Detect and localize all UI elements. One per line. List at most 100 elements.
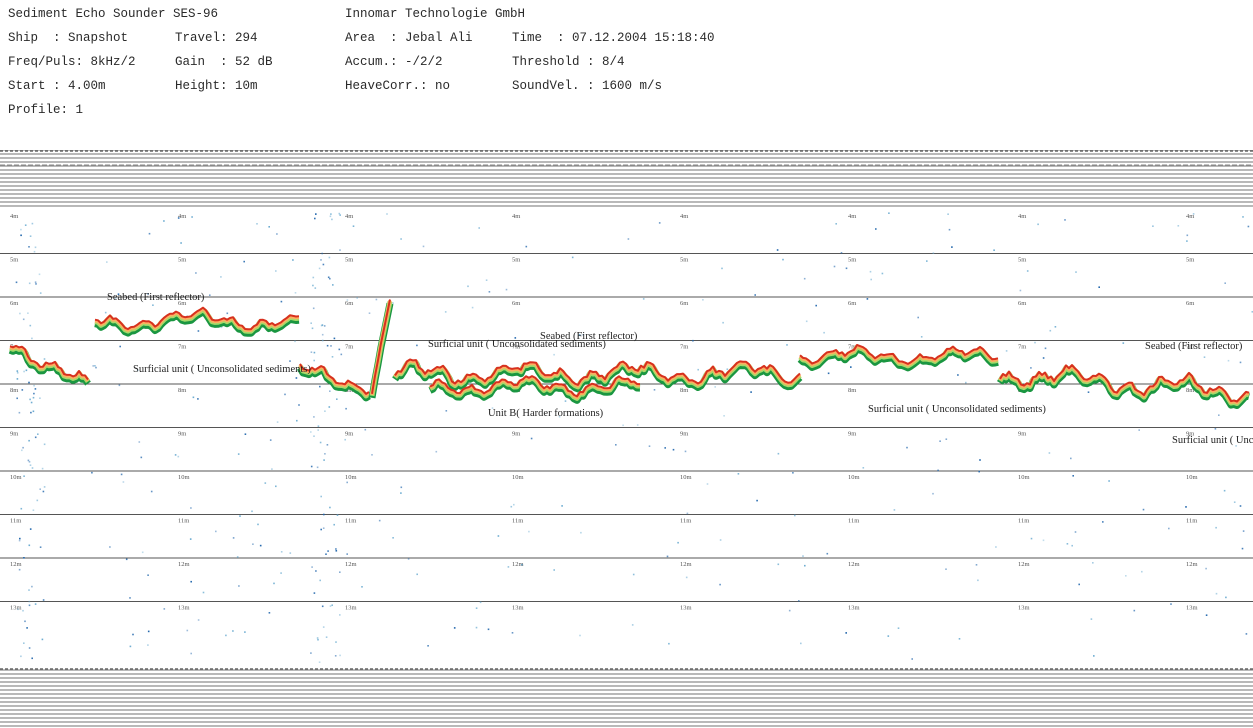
noise-dot <box>42 490 45 493</box>
noise-dot <box>323 459 325 461</box>
noise-dot <box>289 360 291 362</box>
noise-dot <box>316 466 319 469</box>
noise-dot <box>335 641 337 643</box>
noise-dot <box>939 440 941 442</box>
noise-dot <box>104 311 107 314</box>
noise-dot <box>31 337 33 340</box>
noise-dot <box>1093 655 1095 657</box>
noise-dot <box>331 356 334 358</box>
noise-dot <box>29 324 32 327</box>
noise-dot <box>329 390 331 392</box>
depth-tick-label: 6m <box>1186 300 1194 307</box>
depth-tick-label: 9m <box>680 431 688 438</box>
noise-dot <box>1048 452 1051 454</box>
noise-dot <box>313 592 316 594</box>
noise-dot <box>525 245 528 248</box>
noise-dot <box>937 469 939 472</box>
noise-dot <box>352 225 355 227</box>
noise-dot <box>329 215 332 218</box>
noise-dot <box>627 238 630 240</box>
noise-dot <box>118 384 121 387</box>
noise-dot <box>25 369 28 372</box>
noise-dot <box>334 655 337 657</box>
noise-dot <box>23 557 25 559</box>
noise-dot <box>338 212 341 215</box>
area-field: Area : Jebal Ali <box>345 31 473 45</box>
annotation-unit-b: Unit B( Harder formations) <box>488 408 604 419</box>
noise-dot <box>558 415 561 418</box>
noise-speckles <box>15 212 1253 663</box>
noise-dot <box>1102 521 1104 523</box>
bottom-status-band <box>0 668 1253 728</box>
depth-tick-label: 10m <box>512 474 524 481</box>
noise-dot <box>313 359 315 362</box>
noise-dot <box>827 372 830 375</box>
noise-dot <box>530 437 533 440</box>
noise-dot <box>197 619 200 621</box>
noise-dot <box>1071 544 1073 547</box>
noise-dot <box>977 579 979 582</box>
depth-tick-label: 8m <box>178 387 186 394</box>
noise-dot <box>336 514 339 516</box>
noise-dot <box>226 312 229 315</box>
height-field: Height: 10m <box>175 79 258 93</box>
noise-dot <box>191 216 193 218</box>
noise-dot <box>237 453 240 455</box>
noise-dot <box>887 635 890 637</box>
noise-dot <box>332 284 334 286</box>
noise-dot <box>346 299 349 301</box>
noise-dot <box>1239 361 1242 364</box>
depth-tick-label: 9m <box>345 431 353 438</box>
annotation-seabed-mid: Seabed (First reflector) <box>540 331 638 342</box>
noise-dot <box>888 212 890 214</box>
depth-tick-label: 4m <box>848 213 856 220</box>
depth-tick-label: 11m <box>1018 518 1029 525</box>
noise-dot <box>41 467 44 470</box>
depth-tick-label: 10m <box>345 474 357 481</box>
noise-dot <box>777 563 780 566</box>
noise-dot <box>328 256 331 259</box>
annotation-seabed-right: Seabed (First reflector) <box>1145 341 1243 352</box>
noise-dot <box>150 490 153 493</box>
noise-dot <box>648 445 651 447</box>
noise-dot <box>294 292 297 294</box>
noise-dot <box>327 550 329 552</box>
noise-dot <box>514 337 517 339</box>
noise-dot <box>28 246 30 248</box>
noise-dot <box>1242 216 1244 218</box>
noise-dot <box>28 589 30 591</box>
noise-dot <box>1177 225 1180 227</box>
noise-dot <box>906 446 908 449</box>
depth-tick-label: 4m <box>512 213 520 220</box>
noise-dot <box>330 213 332 215</box>
depth-tick-label: 12m <box>178 561 190 568</box>
annotation-surficial-far-right: Surficial unit ( Unconsolidated <box>1172 435 1253 446</box>
noise-dot <box>850 366 852 368</box>
noise-dot <box>328 406 331 408</box>
noise-dot <box>43 486 46 488</box>
noise-dot <box>336 398 338 400</box>
noise-dot <box>722 321 724 324</box>
noise-dot <box>280 572 282 574</box>
noise-dot <box>840 252 843 254</box>
noise-dot <box>333 523 335 526</box>
noise-dot <box>677 541 679 544</box>
noise-dot <box>276 421 279 423</box>
noise-dot <box>163 608 166 610</box>
noise-dot <box>754 294 756 296</box>
depth-tick-label: 4m <box>178 213 186 220</box>
noise-dot <box>1245 633 1248 635</box>
noise-dot <box>684 450 687 453</box>
noise-dot <box>284 393 286 396</box>
noise-dot <box>356 297 358 299</box>
noise-dot <box>392 537 394 539</box>
noise-dot <box>485 279 488 281</box>
noise-dot <box>965 381 967 384</box>
noise-dot <box>28 544 31 547</box>
noise-dot <box>192 396 195 399</box>
noise-dot <box>714 386 716 388</box>
noise-dot <box>958 638 961 640</box>
noise-dot <box>932 492 934 495</box>
noise-dot <box>109 546 111 548</box>
noise-dot <box>862 467 865 469</box>
